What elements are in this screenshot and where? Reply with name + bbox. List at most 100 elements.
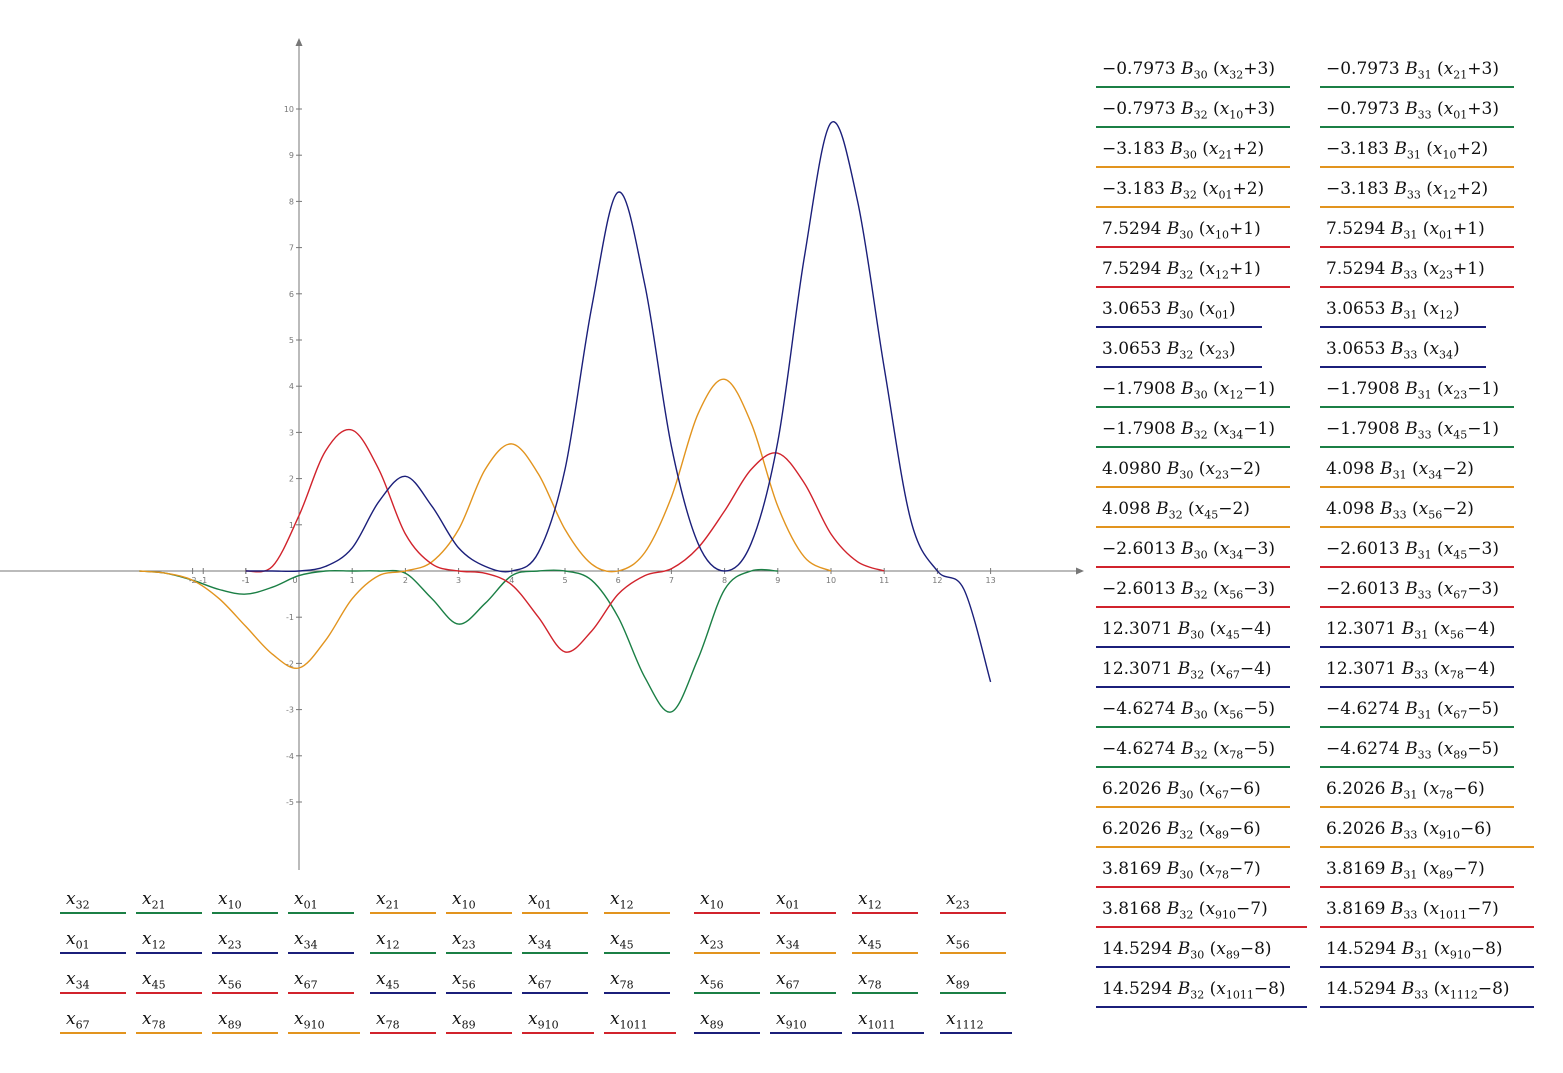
- variable-cell: x56: [446, 960, 512, 994]
- variable-cell: x01: [60, 920, 126, 954]
- y-tick-label: -2: [286, 659, 294, 668]
- x-tick-label: 12: [932, 576, 942, 585]
- formula-cell: −0.7973 B31 (x21+3): [1320, 52, 1514, 88]
- formula-cell: 4.098 B32 (x45−2): [1096, 492, 1290, 528]
- variable-cell: x78: [136, 1000, 202, 1034]
- formula-cell: 4.098 B31 (x34−2): [1320, 452, 1514, 488]
- formula-row: 7.5294 B32 (x12+1) 7.5294 B33 (x23+1): [1096, 252, 1536, 292]
- formula-cell: −2.6013 B31 (x45−3): [1320, 532, 1514, 568]
- formula-row: −3.183 B32 (x01+2) −3.183 B33 (x12+2): [1096, 172, 1536, 212]
- x-tick-label: -1: [242, 576, 250, 585]
- x-tick-label: 0: [292, 576, 297, 585]
- x-tick-label: 9: [775, 576, 780, 585]
- x-tick-label: 6: [616, 576, 621, 585]
- variable-cell: x56: [694, 960, 760, 994]
- curve-navy: [245, 121, 992, 683]
- x-tick-label: 11: [879, 576, 889, 585]
- variable-cell: x34: [60, 960, 126, 994]
- x-tick-label: 10: [826, 576, 836, 585]
- y-axis-arrow: [295, 38, 303, 46]
- formula-cell: −1.7908 B33 (x45−1): [1320, 412, 1514, 448]
- formula-cell: −1.7908 B30 (x12−1): [1096, 372, 1290, 408]
- formula-cell: 3.0653 B33 (x34): [1320, 332, 1486, 368]
- curve-orange: [139, 378, 832, 670]
- variable-row: x01 x12 x23 x34 x12 x23 x34 x45 x23 x34 x45 x56: [60, 920, 1030, 960]
- variable-cell: x78: [370, 1000, 436, 1034]
- formula-cell: −3.183 B31 (x10+2): [1320, 132, 1514, 168]
- formula-cell: 6.2026 B30 (x67−6): [1096, 772, 1290, 808]
- formula-table: −0.7973 B30 (x32+3) −0.7973 B31 (x21+3) −0…: [1096, 52, 1536, 1012]
- variable-cell: x910: [522, 1000, 594, 1034]
- variable-cell: x32: [60, 880, 126, 914]
- function-plot: -1 -1-2 -1 0 1 2 3 4 5 6 7 8 9 10 11 12 1310987654321-1-…: [0, 38, 1084, 870]
- variable-cell: x12: [136, 920, 202, 954]
- formula-row: 14.5294 B30 (x89−8) 14.5294 B31 (x910−8): [1096, 932, 1536, 972]
- variable-cell: x89: [446, 1000, 512, 1034]
- variable-cell: x67: [60, 1000, 126, 1034]
- formula-cell: 3.8169 B33 (x1011−7): [1320, 892, 1534, 928]
- variable-cell: x89: [940, 960, 1006, 994]
- formula-row: −3.183 B30 (x21+2) −3.183 B31 (x10+2): [1096, 132, 1536, 172]
- variable-cell: x45: [604, 920, 670, 954]
- y-tick-label: 3: [289, 428, 294, 437]
- formula-cell: −1.7908 B31 (x23−1): [1320, 372, 1514, 408]
- variable-row: x34 x45 x56 x67 x45 x56 x67 x78 x56 x67 x78 x89: [60, 960, 1030, 1000]
- variable-cell: x89: [212, 1000, 278, 1034]
- formula-cell: 6.2026 B31 (x78−6): [1320, 772, 1514, 808]
- formula-cell: 3.0653 B30 (x01): [1096, 292, 1262, 328]
- variable-cell: x45: [370, 960, 436, 994]
- y-tick-label: 9: [289, 151, 294, 160]
- formula-cell: 14.5294 B31 (x910−8): [1320, 932, 1534, 968]
- variable-cell: x01: [522, 880, 588, 914]
- formula-cell: 12.3071 B30 (x45−4): [1096, 612, 1290, 648]
- x-tick-label: 4: [509, 576, 514, 585]
- variable-cell: x10: [212, 880, 278, 914]
- variable-cell: x23: [694, 920, 760, 954]
- variable-cell: x67: [522, 960, 588, 994]
- formula-cell: 7.5294 B32 (x12+1): [1096, 252, 1290, 288]
- formula-row: −2.6013 B32 (x56−3) −2.6013 B33 (x67−3): [1096, 572, 1536, 612]
- variable-cell: x910: [770, 1000, 842, 1034]
- x-axis-arrow: [1076, 567, 1084, 575]
- formula-cell: −3.183 B33 (x12+2): [1320, 172, 1514, 208]
- variable-cell: x56: [212, 960, 278, 994]
- x-tick-label: 13: [986, 576, 996, 585]
- formula-cell: −3.183 B32 (x01+2): [1096, 172, 1290, 208]
- variable-cell: x78: [852, 960, 918, 994]
- formula-cell: −1.7908 B32 (x34−1): [1096, 412, 1290, 448]
- variable-cell: x01: [288, 880, 354, 914]
- formula-row: 3.0653 B32 (x23) 3.0653 B33 (x34): [1096, 332, 1536, 372]
- formula-row: 6.2026 B30 (x67−6) 6.2026 B31 (x78−6): [1096, 772, 1536, 812]
- formula-row: 12.3071 B30 (x45−4) 12.3071 B31 (x56−4): [1096, 612, 1536, 652]
- y-tick-label: -5: [286, 798, 294, 807]
- formula-row: 14.5294 B32 (x1011−8) 14.5294 B33 (x1112−…: [1096, 972, 1536, 1012]
- formula-cell: −3.183 B30 (x21+2): [1096, 132, 1290, 168]
- formula-cell: 7.5294 B33 (x23+1): [1320, 252, 1514, 288]
- variable-cell: x67: [770, 960, 836, 994]
- x-tick-label: 8: [722, 576, 727, 585]
- formula-cell: 14.5294 B33 (x1112−8): [1320, 972, 1534, 1008]
- formula-row: −2.6013 B30 (x34−3) −2.6013 B31 (x45−3): [1096, 532, 1536, 572]
- y-tick-label: -3: [286, 706, 294, 715]
- y-tick-label: 5: [289, 336, 294, 345]
- variable-grid: x32 x21 x10 x01 x21 x10 x01 x12 x10 x01 x12 x23 x01 x…: [60, 880, 1030, 1040]
- formula-cell: −2.6013 B33 (x67−3): [1320, 572, 1514, 608]
- formula-row: −1.7908 B32 (x34−1) −1.7908 B33 (x45−1): [1096, 412, 1536, 452]
- x-tick-label: 3: [456, 576, 461, 585]
- formula-cell: −4.6274 B30 (x56−5): [1096, 692, 1290, 728]
- formula-row: 4.098 B32 (x45−2) 4.098 B33 (x56−2): [1096, 492, 1536, 532]
- variable-cell: x67: [288, 960, 354, 994]
- formula-cell: 6.2026 B32 (x89−6): [1096, 812, 1290, 848]
- variable-cell: x34: [522, 920, 588, 954]
- formula-cell: 6.2026 B33 (x910−6): [1320, 812, 1534, 848]
- formula-row: −4.6274 B30 (x56−5) −4.6274 B31 (x67−5): [1096, 692, 1536, 732]
- y-tick-label: 8: [289, 197, 294, 206]
- formula-cell: 12.3071 B31 (x56−4): [1320, 612, 1514, 648]
- formula-row: −1.7908 B30 (x12−1) −1.7908 B31 (x23−1): [1096, 372, 1536, 412]
- formula-row: 3.8168 B32 (x910−7) 3.8169 B33 (x1011−7): [1096, 892, 1536, 932]
- formula-row: 6.2026 B32 (x89−6) 6.2026 B33 (x910−6): [1096, 812, 1536, 852]
- variable-cell: x45: [136, 960, 202, 994]
- variable-cell: x89: [694, 1000, 760, 1034]
- formula-cell: 4.0980 B30 (x23−2): [1096, 452, 1290, 488]
- variable-cell: x45: [852, 920, 918, 954]
